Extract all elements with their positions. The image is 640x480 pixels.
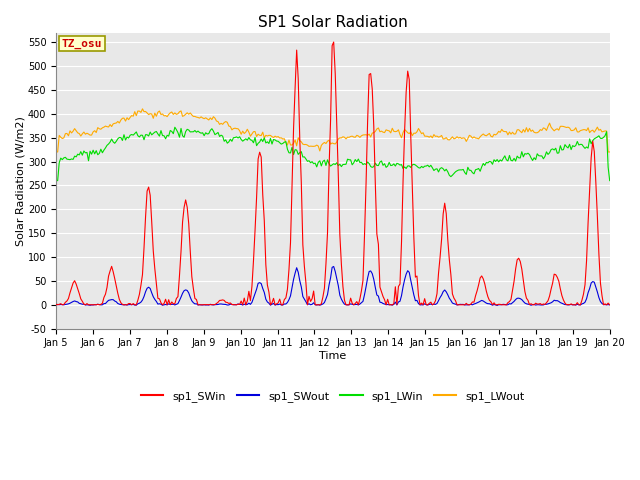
- Text: TZ_osu: TZ_osu: [61, 38, 102, 48]
- Legend: sp1_SWin, sp1_SWout, sp1_LWin, sp1_LWout: sp1_SWin, sp1_SWout, sp1_LWin, sp1_LWout: [137, 386, 529, 406]
- X-axis label: Time: Time: [319, 351, 346, 361]
- Title: SP1 Solar Radiation: SP1 Solar Radiation: [258, 15, 408, 30]
- Y-axis label: Solar Radiation (W/m2): Solar Radiation (W/m2): [15, 116, 25, 246]
